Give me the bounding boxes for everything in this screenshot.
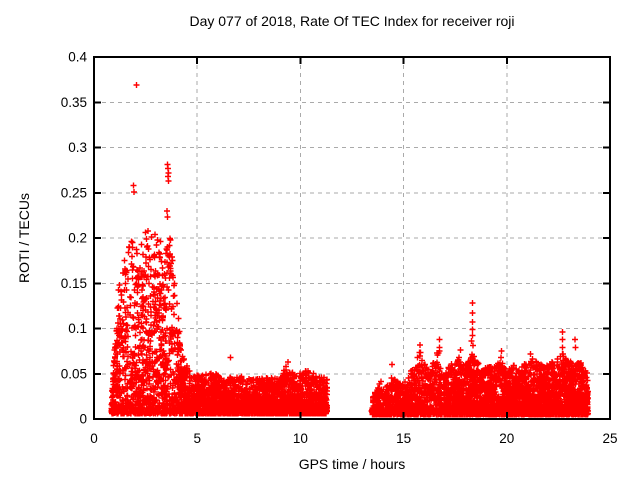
chart-title: Day 077 of 2018, Rate Of TEC Index for r…	[189, 13, 515, 29]
y-tick-label: 0.3	[68, 140, 87, 155]
tick-labels: 0 5 10 15 20 25 0 0.05 0.1 0.15 0.2 0.25 0.3 0.35 0.4	[61, 50, 618, 447]
grid-lines	[94, 57, 610, 419]
x-axis-title: GPS time / hours	[298, 456, 406, 472]
y-tick-label: 0.05	[61, 366, 87, 381]
y-tick-label: 0.4	[68, 50, 87, 65]
y-tick-label: 0.35	[61, 95, 87, 110]
y-tick-label: 0.25	[61, 185, 87, 200]
x-tick-label: 15	[396, 431, 411, 446]
y-tick-label: 0.2	[68, 231, 87, 246]
y-tick-label: 0.15	[61, 276, 87, 291]
axes	[93, 56, 611, 420]
x-tick-label: 10	[293, 431, 308, 446]
x-tick-label: 0	[90, 431, 98, 446]
x-tick-label: 25	[602, 431, 617, 446]
x-tick-label: 20	[499, 431, 514, 446]
y-tick-label: 0	[79, 412, 87, 427]
scatter-series	[108, 82, 591, 418]
y-tick-label: 0.1	[68, 321, 87, 336]
x-tick-label: 5	[193, 431, 201, 446]
